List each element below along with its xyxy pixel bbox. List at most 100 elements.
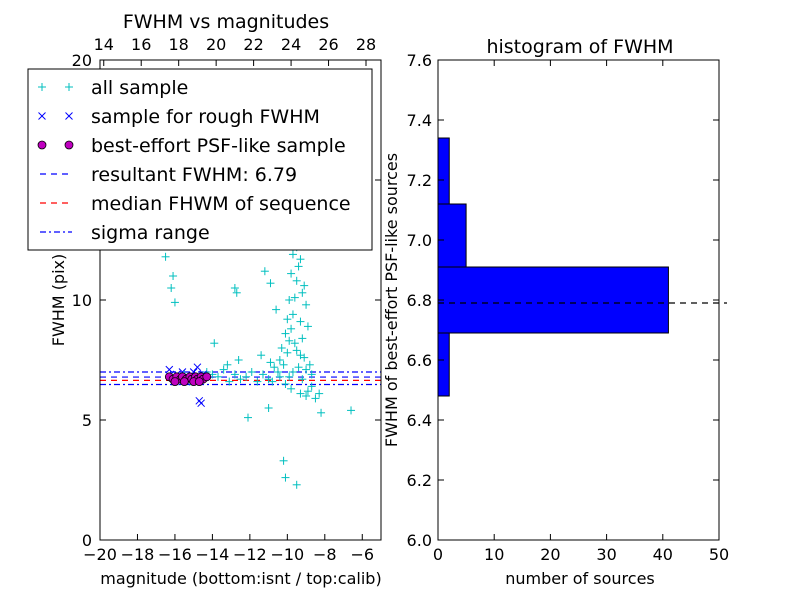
legend-entry: all sample — [38, 77, 188, 99]
y-tick-label: 0 — [82, 531, 92, 550]
all-sample-point — [232, 288, 241, 297]
x-tick-label: −8 — [313, 545, 337, 564]
all-sample-point — [247, 368, 256, 376]
x-tick-label: −14 — [196, 545, 230, 564]
all-sample-point — [317, 408, 326, 417]
all-sample-point — [302, 365, 311, 374]
all-sample-point — [285, 296, 294, 304]
legend-label: sigma range — [91, 222, 210, 244]
rough-sample-point — [193, 363, 202, 372]
legend: all sample sample for rough FWHM best-effo… — [27, 68, 373, 251]
all-sample-point — [236, 375, 245, 384]
y-tick-label: 7.4 — [407, 111, 432, 130]
histogram-panel: 0 10 20 30 40 50 6.0 6.2 6.4 6.6 6.8 7.0 7.2 7.4 7.6 h… — [382, 36, 729, 588]
x-tick-label: 50 — [709, 545, 729, 564]
y-tick-label: 5 — [82, 411, 92, 430]
psf-sample-point — [179, 377, 189, 387]
legend-label: resultant FWHM: 6.79 — [91, 164, 297, 186]
all-sample-point — [230, 284, 239, 292]
all-sample-point — [307, 382, 316, 391]
all-sample-point — [230, 370, 239, 379]
all-sample-point — [214, 372, 223, 381]
all-sample-point — [302, 392, 311, 400]
legend-entry: median FHWM of sequence — [40, 193, 351, 215]
all-sample-point — [296, 351, 305, 360]
legend-entry: resultant FWHM: 6.79 — [40, 164, 297, 186]
all-sample-point — [275, 372, 284, 381]
y-tick-label: 6.4 — [407, 411, 432, 430]
histogram-bar — [437, 266, 669, 334]
y-tick-label: 7.2 — [407, 171, 432, 190]
all-sample-point — [287, 324, 296, 333]
all-sample-point — [225, 377, 234, 386]
all-sample-point — [242, 372, 251, 381]
all-sample-point — [290, 293, 299, 302]
x-tick-label: −20 — [83, 545, 117, 564]
all-sample-point — [288, 368, 297, 376]
legend-entry: sigma range — [40, 222, 210, 244]
all-sample-point — [253, 377, 262, 386]
y-tick-label: 6.8 — [407, 291, 432, 310]
top-x-tick-label: 26 — [318, 35, 338, 54]
all-sample-point — [223, 360, 232, 369]
all-sample-point — [272, 305, 281, 314]
x-tick-label: 40 — [653, 545, 673, 564]
all-sample-point — [258, 370, 267, 379]
all-sample-point — [273, 368, 282, 376]
top-x-tick-label: 20 — [206, 35, 226, 54]
all-sample-point — [210, 339, 219, 348]
psf-sample-point — [202, 372, 212, 382]
all-sample-point — [167, 284, 176, 292]
legend-label: best-effort PSF-like sample — [91, 135, 346, 157]
all-sample-point — [169, 272, 178, 280]
all-sample-point — [290, 339, 299, 348]
all-sample-point — [347, 406, 356, 415]
legend-marker — [37, 140, 47, 150]
all-sample-point — [292, 346, 301, 355]
all-sample-point — [260, 267, 269, 276]
x-tick-label: −12 — [233, 545, 267, 564]
all-sample-point — [285, 336, 294, 345]
scatter-title: FWHM vs magnitudes — [123, 11, 329, 33]
all-sample-point — [268, 377, 277, 386]
psf-sample-point — [194, 377, 204, 387]
y-tick-label: 7.0 — [407, 231, 432, 250]
all-sample-point — [311, 394, 320, 403]
legend-marker — [64, 140, 74, 150]
x-tick-label: −16 — [158, 545, 192, 564]
x-tick-label: −10 — [270, 545, 304, 564]
x-tick-label: −18 — [121, 545, 155, 564]
all-sample-point — [300, 281, 309, 290]
all-sample-point — [277, 344, 286, 352]
x-tick-label: 30 — [596, 545, 616, 564]
legend-entries: all sample sample for rough FWHM best-effo… — [37, 77, 351, 244]
rough-sample-point — [197, 399, 206, 408]
y-tick-label: 6.2 — [407, 471, 432, 490]
all-sample-point — [243, 413, 252, 422]
all-sample-point — [292, 276, 301, 285]
all-sample-point — [294, 262, 303, 271]
top-x-tick-label: 28 — [356, 35, 376, 54]
all-sample-point — [296, 317, 305, 326]
histogram-title: histogram of FWHM — [486, 36, 673, 58]
top-x-tick-label: 24 — [281, 35, 301, 54]
histogram-bar — [437, 332, 450, 397]
all-sample-point — [298, 334, 307, 343]
all-sample-point — [305, 360, 314, 369]
x-tick-label: 0 — [433, 545, 443, 564]
all-sample-point — [288, 310, 297, 319]
all-sample-point — [288, 250, 297, 259]
x-tick-label: 20 — [540, 545, 560, 564]
all-sample-point — [287, 384, 296, 393]
legend-label: median FHWM of sequence — [91, 193, 351, 215]
all-sample-point — [298, 375, 307, 384]
all-sample-point — [266, 279, 275, 288]
all-sample-point — [303, 322, 312, 331]
rough-sample-point — [165, 365, 174, 374]
scatter-frame — [99, 59, 382, 541]
scatter-panel: −20 −18 −16 −14 −12 −10 −8 −6 14 16 18 20 22 24 26 28 0 5… — [27, 11, 382, 588]
legend-entry: best-effort PSF-like sample — [37, 135, 346, 157]
top-x-tick-label: 18 — [169, 35, 189, 54]
all-sample-point — [170, 298, 179, 307]
top-x-tick-label: 16 — [131, 35, 151, 54]
